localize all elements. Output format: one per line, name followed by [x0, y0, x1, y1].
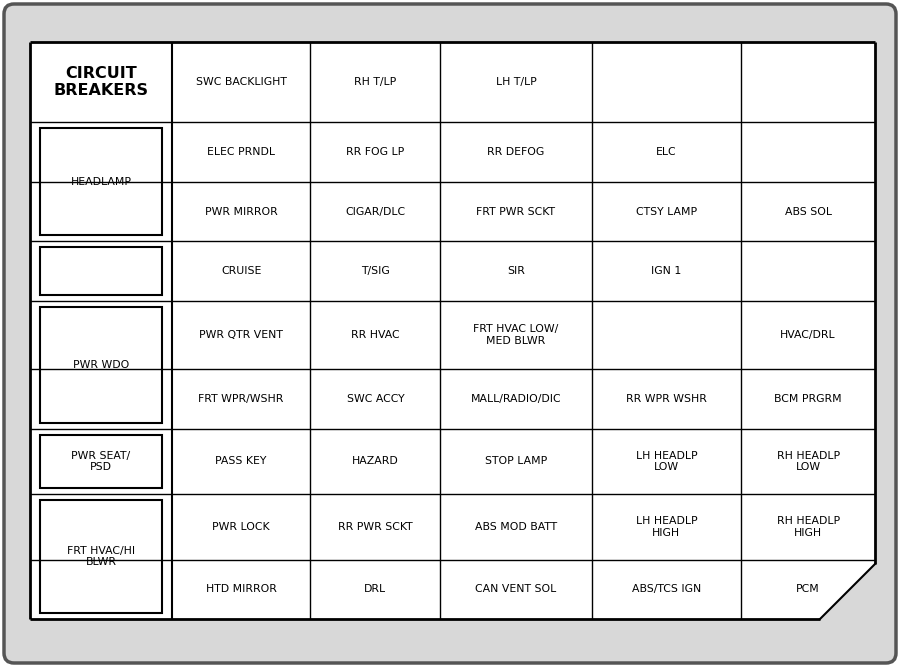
Text: STOP LAMP: STOP LAMP: [485, 456, 547, 466]
Text: FRT WPR/WSHR: FRT WPR/WSHR: [199, 394, 284, 404]
Text: RH HEADLP
LOW: RH HEADLP LOW: [777, 451, 840, 472]
Text: CIGAR/DLC: CIGAR/DLC: [346, 207, 405, 217]
Text: FRT HVAC/HI
BLWR: FRT HVAC/HI BLWR: [67, 546, 135, 568]
Bar: [40, 128, 162, 235]
FancyBboxPatch shape: [4, 4, 896, 663]
Text: HVAC/DRL: HVAC/DRL: [780, 330, 836, 340]
Text: LH HEADLP
LOW: LH HEADLP LOW: [635, 451, 698, 472]
Text: PCM: PCM: [796, 584, 820, 594]
Text: HAZARD: HAZARD: [352, 456, 399, 466]
Text: RR FOG LP: RR FOG LP: [346, 147, 404, 157]
Text: HEADLAMP: HEADLAMP: [70, 177, 131, 187]
Text: BCM PRGRM: BCM PRGRM: [774, 394, 842, 404]
Text: ABS SOL: ABS SOL: [785, 207, 832, 217]
Text: PWR SEAT/
PSD: PWR SEAT/ PSD: [71, 451, 130, 472]
Text: SWC BACKLIGHT: SWC BACKLIGHT: [195, 77, 286, 87]
Text: CAN VENT SOL: CAN VENT SOL: [475, 584, 556, 594]
Text: RR PWR SCKT: RR PWR SCKT: [338, 522, 413, 532]
Text: FRT PWR SCKT: FRT PWR SCKT: [476, 207, 555, 217]
Text: PASS KEY: PASS KEY: [215, 456, 267, 466]
Text: PWR WDO: PWR WDO: [73, 360, 129, 370]
Bar: [40, 307, 162, 423]
Text: ELEC PRNDL: ELEC PRNDL: [207, 147, 275, 157]
Text: HTD MIRROR: HTD MIRROR: [206, 584, 276, 594]
Text: ABS MOD BATT: ABS MOD BATT: [475, 522, 557, 532]
Text: RR DEFOG: RR DEFOG: [487, 147, 544, 157]
Text: ABS/TCS IGN: ABS/TCS IGN: [632, 584, 701, 594]
Text: PWR LOCK: PWR LOCK: [212, 522, 270, 532]
Text: LH T/LP: LH T/LP: [496, 77, 536, 87]
Polygon shape: [820, 564, 875, 619]
Text: SWC ACCY: SWC ACCY: [346, 394, 404, 404]
Text: PWR MIRROR: PWR MIRROR: [205, 207, 277, 217]
Text: RH HEADLP
HIGH: RH HEADLP HIGH: [777, 516, 840, 538]
Text: LH HEADLP
HIGH: LH HEADLP HIGH: [635, 516, 698, 538]
Bar: [40, 247, 162, 295]
Text: RR HVAC: RR HVAC: [351, 330, 400, 340]
Text: CRUISE: CRUISE: [221, 266, 261, 276]
Text: CTSY LAMP: CTSY LAMP: [635, 207, 697, 217]
Text: FRT HVAC LOW/
MED BLWR: FRT HVAC LOW/ MED BLWR: [473, 324, 559, 346]
Bar: [30, 42, 875, 619]
Text: MALL/RADIO/DIC: MALL/RADIO/DIC: [471, 394, 562, 404]
Bar: [40, 500, 162, 613]
Text: RH T/LP: RH T/LP: [355, 77, 397, 87]
Text: DRL: DRL: [364, 584, 386, 594]
Text: T/SIG: T/SIG: [361, 266, 390, 276]
Text: CIRCUIT
BREAKERS: CIRCUIT BREAKERS: [53, 66, 148, 98]
Text: ELC: ELC: [656, 147, 677, 157]
Text: SIR: SIR: [507, 266, 525, 276]
Text: RR WPR WSHR: RR WPR WSHR: [626, 394, 707, 404]
Text: PWR QTR VENT: PWR QTR VENT: [199, 330, 284, 340]
Text: IGN 1: IGN 1: [652, 266, 681, 276]
Bar: [40, 435, 162, 488]
